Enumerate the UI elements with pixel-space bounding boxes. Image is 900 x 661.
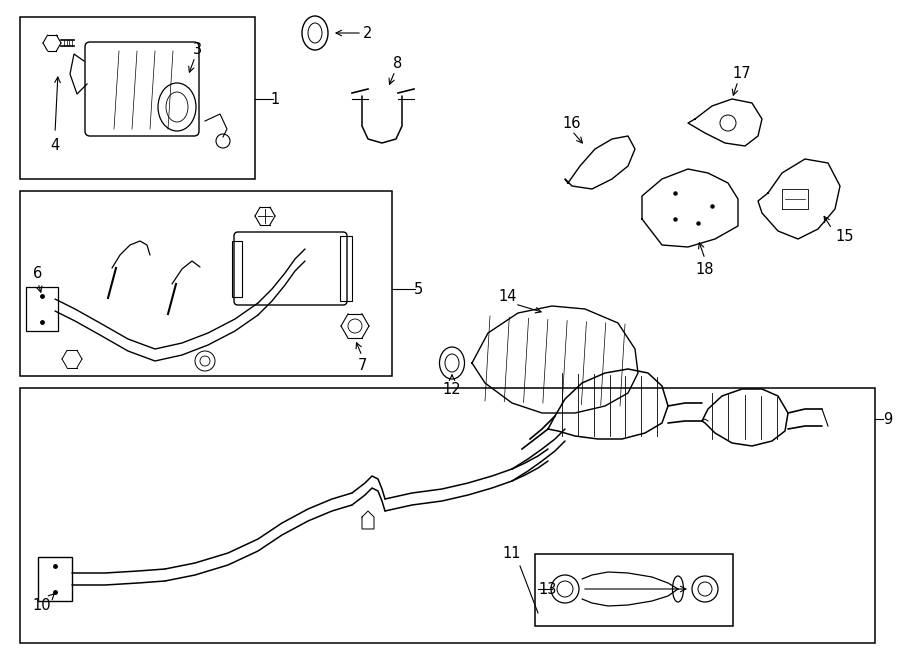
Text: 12: 12	[443, 381, 462, 397]
Polygon shape	[472, 306, 638, 413]
Text: 14: 14	[499, 288, 517, 303]
Bar	[20, 17, 255, 179]
Polygon shape	[688, 99, 762, 146]
Polygon shape	[548, 369, 668, 439]
Text: 7: 7	[357, 358, 366, 373]
Bar	[20, 388, 875, 643]
Polygon shape	[565, 136, 635, 189]
Text: 6: 6	[33, 266, 42, 280]
Text: 3: 3	[194, 42, 202, 56]
Bar	[26, 287, 58, 331]
Text: 16: 16	[562, 116, 581, 130]
Text: 15: 15	[836, 229, 854, 243]
Text: 17: 17	[733, 65, 751, 81]
Bar	[38, 557, 72, 601]
Text: 9: 9	[884, 412, 893, 426]
Polygon shape	[702, 389, 788, 446]
Text: 2: 2	[364, 26, 373, 40]
Bar	[535, 554, 733, 626]
Bar	[232, 241, 242, 297]
Text: 11: 11	[503, 545, 521, 561]
Bar	[20, 191, 392, 376]
Text: 10: 10	[32, 598, 51, 613]
Text: 8: 8	[393, 56, 402, 71]
Polygon shape	[758, 159, 840, 239]
Text: 13: 13	[538, 582, 556, 596]
Bar	[340, 236, 352, 301]
Text: 4: 4	[50, 139, 59, 153]
Text: 1: 1	[270, 91, 280, 106]
Text: 5: 5	[413, 282, 423, 297]
Text: 18: 18	[696, 262, 715, 276]
Polygon shape	[642, 169, 738, 247]
